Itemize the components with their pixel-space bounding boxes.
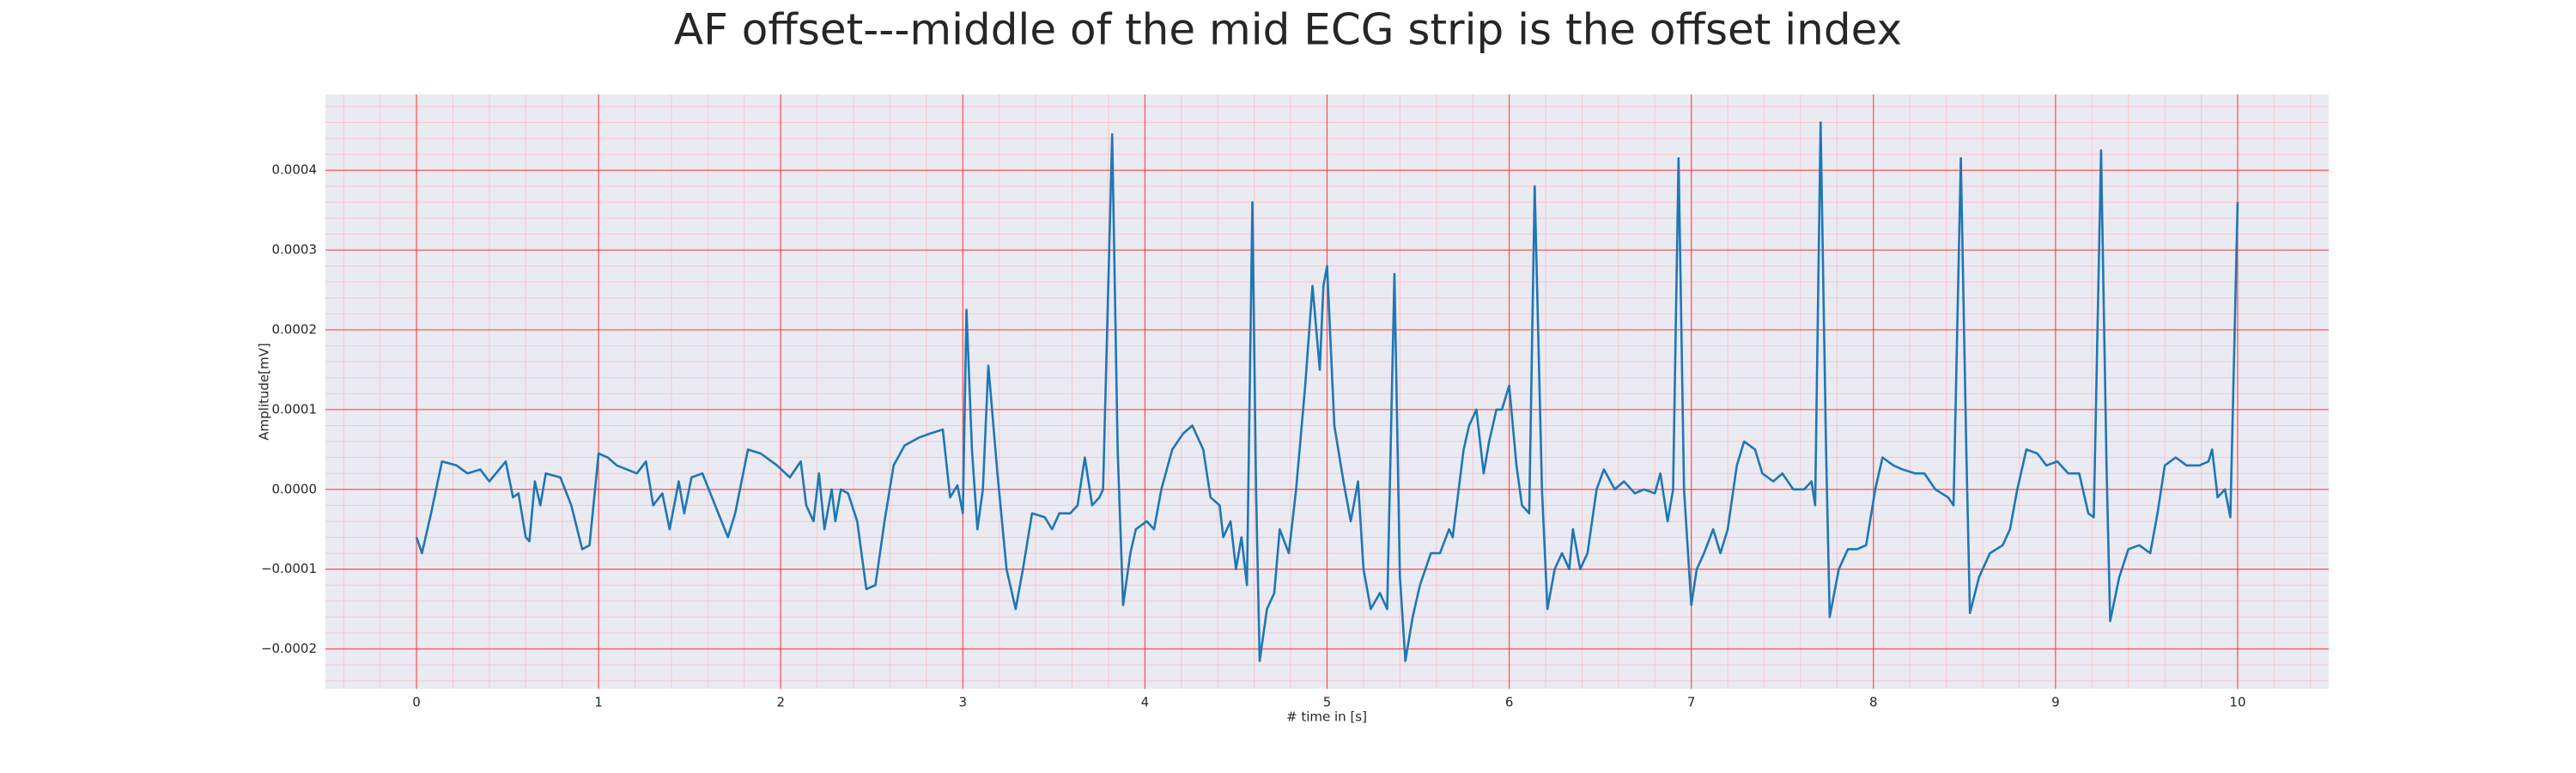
y-tick-label: −0.0001 [261, 561, 317, 576]
y-tick-label: 0.0000 [272, 481, 318, 496]
x-tick-label: 10 [2229, 695, 2245, 710]
x-tick-label: 0 [412, 695, 421, 710]
x-tick-label: 8 [1869, 695, 1878, 710]
y-axis-label: Amplitude[mV] [257, 343, 272, 440]
x-tick-label: 9 [2051, 695, 2060, 710]
y-tick-label: 0.0004 [272, 162, 318, 178]
y-tick-label: 0.0001 [272, 401, 318, 417]
ecg-line [415, 121, 2239, 662]
x-tick-label: 2 [776, 695, 785, 710]
x-tick-label: 4 [1141, 695, 1150, 710]
chart-title: AF offset---middle of the mid ECG strip … [674, 5, 1902, 55]
x-tick-label: 3 [959, 695, 968, 710]
major-grid [325, 94, 2329, 689]
y-tick-label: −0.0002 [261, 641, 317, 656]
x-tick-label: 6 [1505, 695, 1514, 710]
x-tick-label: 7 [1687, 695, 1696, 710]
plot-marks [415, 121, 2239, 662]
x-tick-label: 5 [1323, 695, 1332, 710]
tick-labels: 0 1 2 3 4 5 6 7 8 9 10 −0.0002 −0.0001 0.0000 0.0001 0.… [261, 162, 2246, 710]
x-axis-label: # time in [s] [1286, 709, 1367, 725]
y-tick-label: 0.0002 [272, 322, 318, 338]
x-tick-label: 1 [594, 695, 603, 710]
y-tick-label: 0.0003 [272, 242, 318, 258]
